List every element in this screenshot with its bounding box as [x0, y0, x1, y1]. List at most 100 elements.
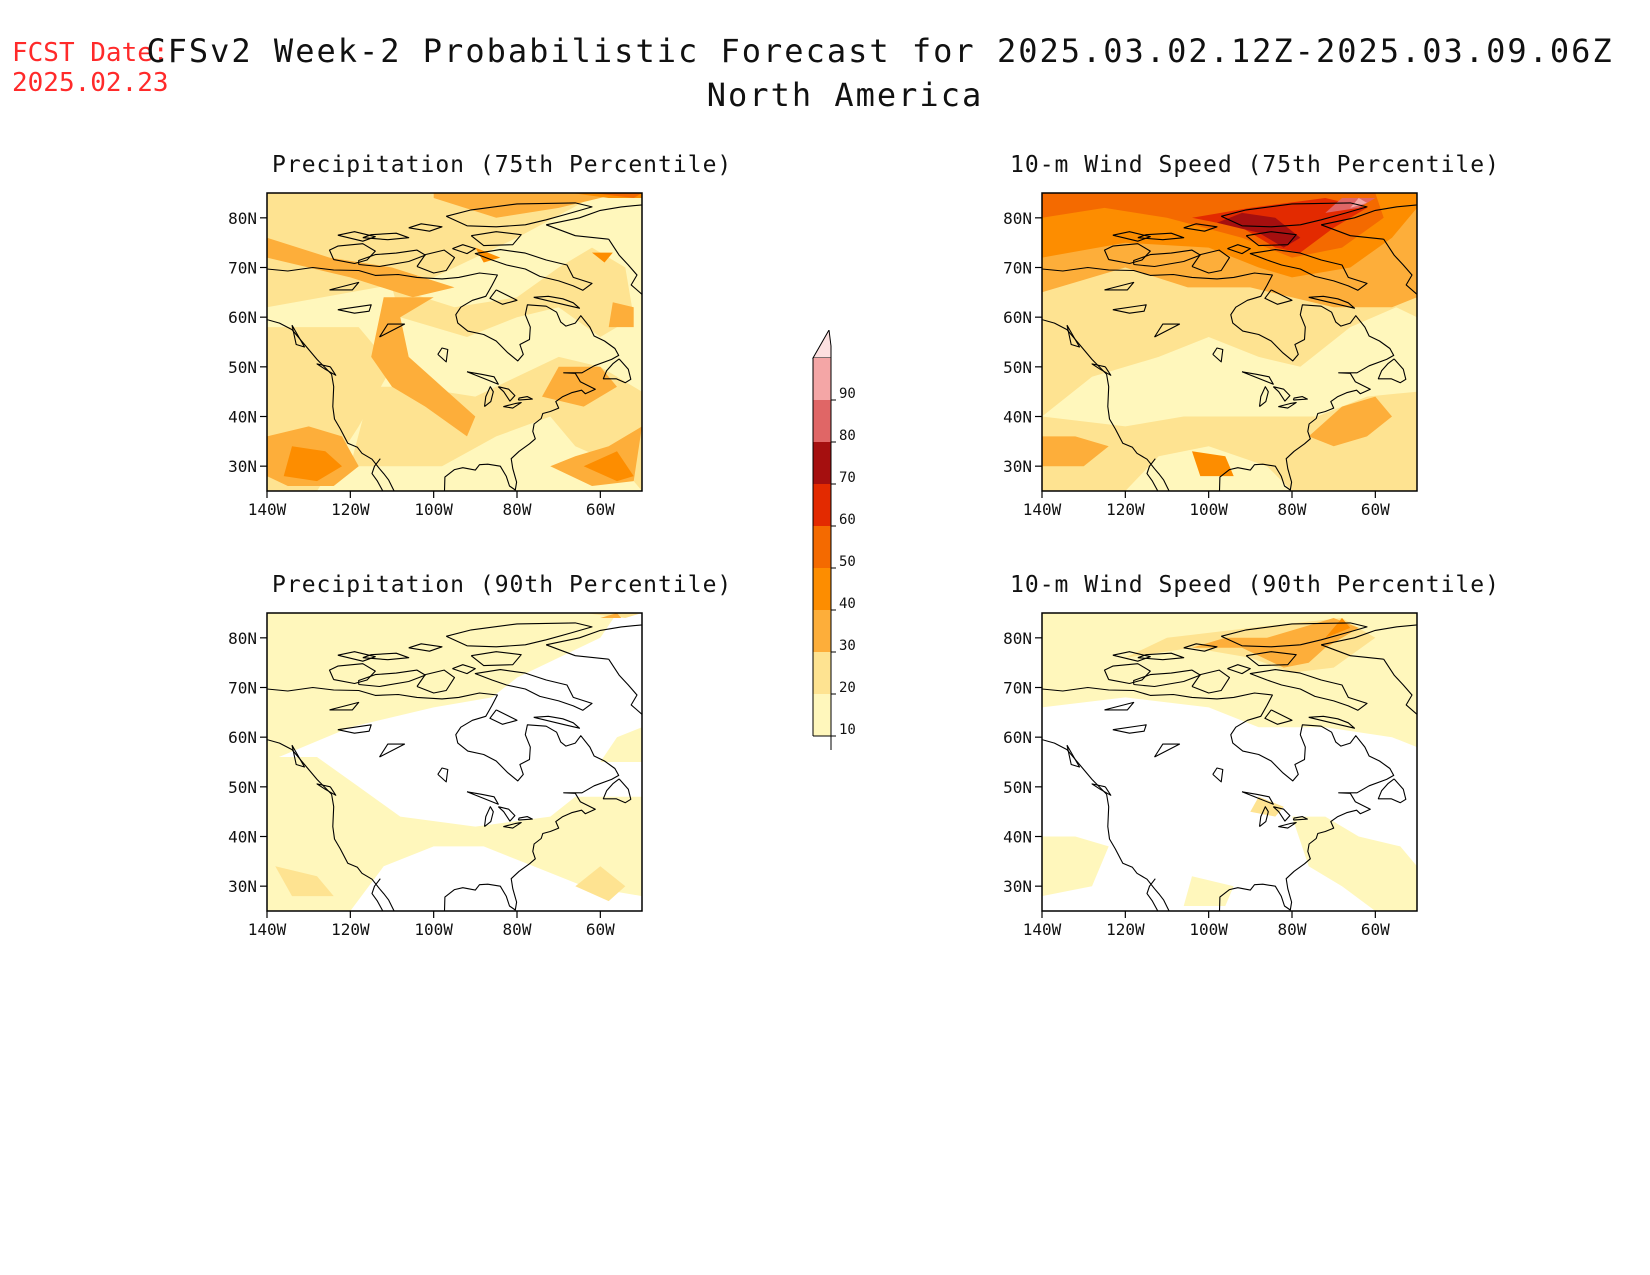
latitude-tick-label: 80N — [228, 209, 257, 228]
coastline — [470, 651, 522, 667]
coastline — [1227, 664, 1251, 675]
coastline — [1258, 386, 1269, 408]
coastline — [1220, 622, 1368, 648]
coastline — [1377, 358, 1407, 384]
probability-region — [583, 451, 634, 482]
coastline — [408, 643, 443, 652]
coastline — [1042, 686, 1395, 911]
probability-region — [542, 366, 617, 407]
coastline — [1241, 371, 1274, 385]
coastline — [546, 224, 609, 240]
latitude-tick-label: 70N — [228, 679, 257, 698]
coastline — [1103, 663, 1151, 685]
coastline — [452, 244, 476, 255]
coastline — [371, 458, 384, 491]
coastline — [497, 806, 516, 822]
coastline — [1104, 281, 1135, 291]
probability-region — [1250, 796, 1284, 817]
coastline — [1066, 324, 1081, 348]
coastline — [316, 363, 337, 376]
latitude-tick-label: 70N — [1003, 679, 1032, 698]
coastline — [316, 783, 337, 796]
coastline — [1042, 739, 1170, 911]
longitude-tick-label: 60W — [1361, 920, 1390, 939]
coastline — [1183, 223, 1218, 232]
latitude-tick-label: 40N — [1003, 408, 1032, 427]
coastline — [1278, 822, 1297, 829]
map-precip-75: 80N 70N 60N 50N 40N 30N 140W 120W 100W 80W 60W — [205, 185, 665, 525]
coastline — [445, 202, 593, 228]
longitude-tick-label: 80W — [503, 500, 532, 519]
coastline — [474, 669, 593, 711]
longitude-tick-label: 80W — [1278, 920, 1307, 939]
coastline — [416, 249, 456, 274]
colorbar-bin — [813, 442, 831, 484]
coastline — [267, 739, 395, 911]
coastline — [1154, 323, 1181, 338]
latitude-tick-label: 60N — [1003, 308, 1032, 327]
longitude-tick-label: 100W — [414, 920, 453, 939]
coastline — [1137, 652, 1185, 661]
latitude-tick-label: 30N — [228, 457, 257, 476]
probability-region — [283, 446, 342, 482]
map-frame — [266, 612, 643, 912]
map-frame — [1041, 192, 1418, 492]
coastline — [602, 358, 632, 384]
probability-region — [608, 302, 634, 328]
coastline — [1308, 715, 1356, 729]
colorbar-bin — [813, 526, 831, 568]
colorbar-tick-label: 70 — [839, 470, 856, 486]
probability-region — [267, 193, 601, 308]
coastline — [1191, 249, 1231, 274]
longitude-tick-label: 140W — [248, 500, 287, 519]
latitude-tick-label: 30N — [1003, 457, 1032, 476]
coastline — [1245, 231, 1297, 247]
coastline — [267, 686, 620, 911]
coastline — [1383, 658, 1417, 716]
coastline — [362, 232, 410, 241]
latitude-tick-label: 50N — [228, 358, 257, 377]
probability-region — [1292, 816, 1417, 911]
coastline — [1383, 238, 1417, 296]
coastline — [1042, 266, 1395, 491]
coastline — [1292, 816, 1308, 821]
coastline — [1308, 295, 1356, 309]
colorbar-bin — [813, 610, 831, 652]
coastline — [470, 231, 522, 247]
coastline — [517, 396, 533, 401]
fcst-date-value: 2025.02.23 — [12, 68, 169, 98]
longitude-tick-label: 120W — [331, 920, 370, 939]
latitude-tick-label: 30N — [1003, 877, 1032, 896]
longitude-tick-label: 80W — [1278, 500, 1307, 519]
probability-region — [592, 252, 613, 263]
latitude-tick-label: 60N — [1003, 728, 1032, 747]
coastline — [1091, 363, 1112, 376]
coastline — [602, 778, 632, 804]
longitude-tick-label: 100W — [1189, 920, 1228, 939]
longitude-tick-label: 120W — [331, 500, 370, 519]
colorbar-bin — [813, 484, 831, 526]
coastline — [517, 816, 533, 821]
probability-region — [592, 193, 642, 198]
longitude-tick-label: 100W — [1189, 500, 1228, 519]
coastline — [1321, 204, 1417, 226]
coastline — [1227, 244, 1251, 255]
coastline — [437, 347, 449, 363]
probability-region — [267, 613, 617, 762]
forecast-date-block: FCST Date: 2025.02.23 — [12, 38, 169, 98]
colorbar-tick-label: 20 — [839, 680, 856, 696]
probability-region — [575, 866, 626, 902]
longitude-tick-label: 120W — [1106, 500, 1145, 519]
probability-region — [1183, 876, 1234, 906]
coastline — [379, 743, 406, 758]
colorbar-tick-label: 60 — [839, 512, 856, 528]
coastline — [329, 701, 360, 711]
coastline — [1241, 791, 1274, 805]
coastline — [533, 295, 581, 309]
coastline — [1091, 783, 1112, 796]
latitude-tick-label: 50N — [228, 778, 257, 797]
colorbar-tick-label: 50 — [839, 554, 856, 570]
coastline — [1245, 651, 1297, 667]
map-precip-90: 80N 70N 60N 50N 40N 30N 140W 120W 100W 80W 60W — [205, 605, 665, 945]
panel-title-wind-90: 10-m Wind Speed (90th Percentile) — [1010, 572, 1500, 598]
